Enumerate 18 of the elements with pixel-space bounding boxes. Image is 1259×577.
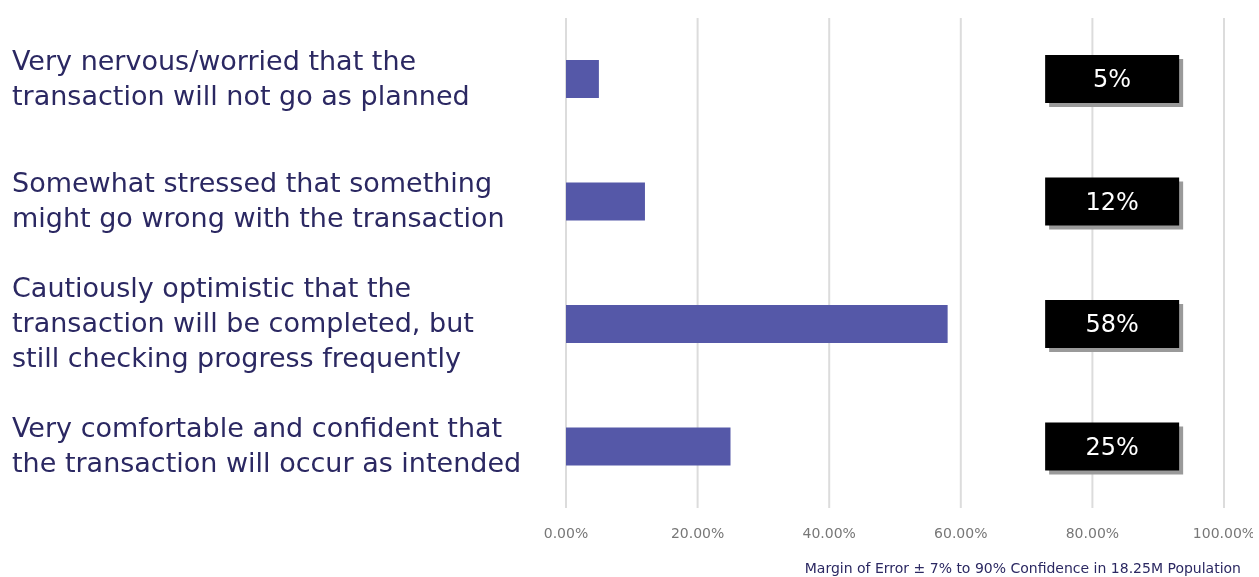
data-label: 58% bbox=[1085, 310, 1139, 338]
y-tick-label: Very nervous/worried that the transaction will not go as planned bbox=[12, 44, 470, 111]
bar bbox=[566, 427, 731, 466]
x-tick-label: 60.00% bbox=[934, 524, 988, 541]
bar bbox=[566, 182, 645, 221]
x-tick-label: 40.00% bbox=[802, 524, 856, 541]
text: Margin of Error ± 7% to 90% Confidence in 18.25M Population bbox=[804, 560, 1241, 576]
y-tick-label: Cautiously optimistic that the transaction will be completed, but still checking progress frequently bbox=[12, 271, 474, 373]
bar bbox=[566, 305, 948, 343]
y-tick-label: Somewhat stressed that something might go wrong with the transaction bbox=[12, 166, 505, 233]
x-tick-label: 80.00% bbox=[1065, 524, 1120, 541]
y-tick-label: Very comfortable and confident that the transaction will occur as intended bbox=[12, 411, 522, 478]
x-tick-label: 20.00% bbox=[670, 524, 725, 541]
data-label: 25% bbox=[1085, 432, 1139, 461]
bar bbox=[566, 60, 599, 98]
data-label: 5% bbox=[1093, 65, 1132, 93]
data-label: 12% bbox=[1085, 187, 1139, 216]
x-tick-label: 0.00% bbox=[543, 524, 589, 541]
